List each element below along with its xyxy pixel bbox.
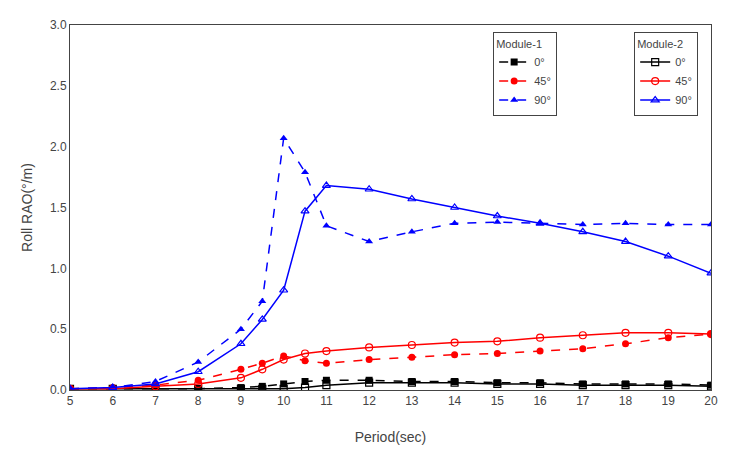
svg-text:10: 10 bbox=[277, 394, 291, 408]
svg-text:90°: 90° bbox=[534, 94, 551, 106]
svg-text:14: 14 bbox=[448, 394, 462, 408]
svg-text:7: 7 bbox=[152, 394, 159, 408]
svg-text:Roll RAO(°/m): Roll RAO(°/m) bbox=[19, 163, 35, 252]
svg-text:Module-1: Module-1 bbox=[496, 38, 542, 50]
svg-text:15: 15 bbox=[491, 394, 505, 408]
svg-text:20: 20 bbox=[704, 394, 718, 408]
svg-text:90°: 90° bbox=[675, 94, 692, 106]
svg-text:16: 16 bbox=[533, 394, 547, 408]
svg-text:45°: 45° bbox=[675, 75, 692, 87]
svg-text:13: 13 bbox=[405, 394, 419, 408]
svg-text:2.5: 2.5 bbox=[50, 79, 67, 93]
svg-text:8: 8 bbox=[195, 394, 202, 408]
svg-text:0°: 0° bbox=[675, 56, 686, 68]
svg-text:1.0: 1.0 bbox=[50, 262, 67, 276]
svg-text:6: 6 bbox=[109, 394, 116, 408]
svg-text:9: 9 bbox=[238, 394, 245, 408]
svg-text:0.5: 0.5 bbox=[50, 322, 67, 336]
svg-text:Module-2: Module-2 bbox=[637, 38, 683, 50]
svg-text:2.0: 2.0 bbox=[50, 140, 67, 154]
svg-text:12: 12 bbox=[362, 394, 376, 408]
svg-text:0.0: 0.0 bbox=[50, 383, 67, 397]
svg-text:0°: 0° bbox=[534, 56, 545, 68]
svg-text:5: 5 bbox=[67, 394, 74, 408]
svg-text:3.0: 3.0 bbox=[50, 18, 67, 32]
svg-text:1.5: 1.5 bbox=[50, 201, 67, 215]
svg-text:17: 17 bbox=[576, 394, 590, 408]
svg-text:18: 18 bbox=[619, 394, 633, 408]
svg-text:11: 11 bbox=[320, 394, 333, 408]
svg-text:45°: 45° bbox=[534, 75, 551, 87]
svg-text:19: 19 bbox=[662, 394, 676, 408]
svg-text:Period(sec): Period(sec) bbox=[355, 429, 427, 445]
